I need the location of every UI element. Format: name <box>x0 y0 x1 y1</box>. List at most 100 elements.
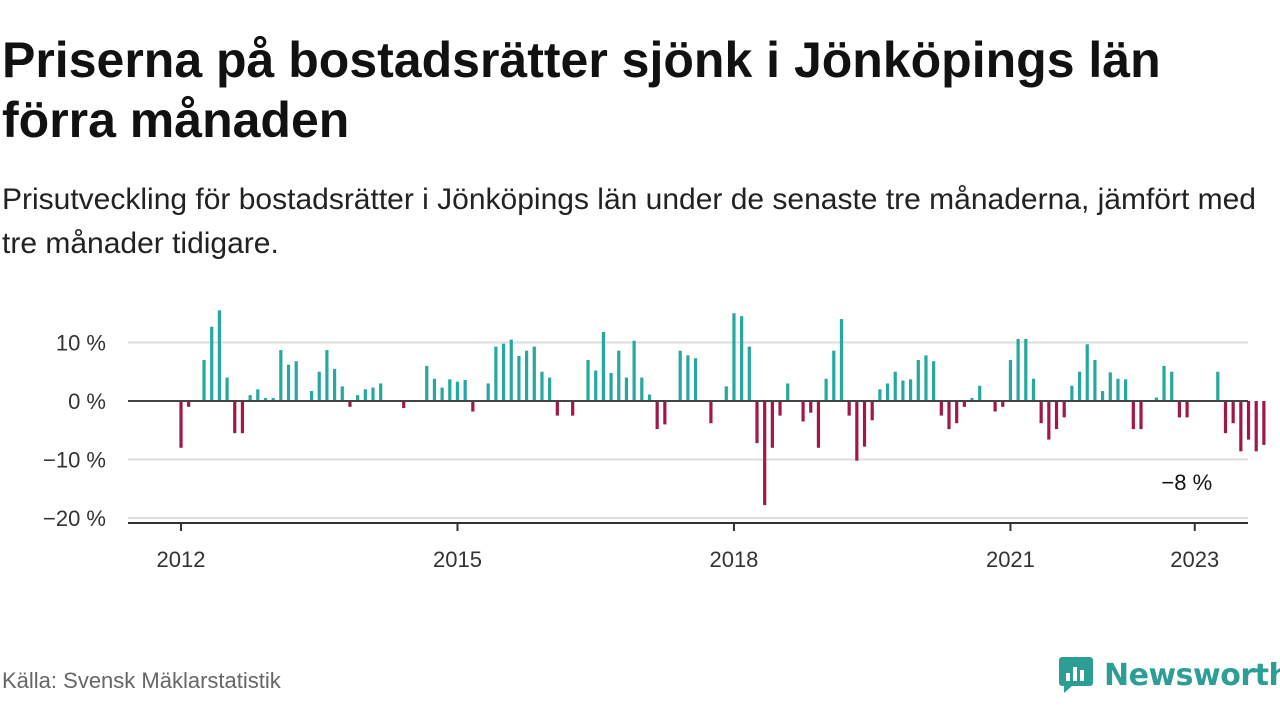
bar <box>770 401 774 448</box>
bar <box>909 379 913 401</box>
bar <box>724 386 728 401</box>
bar <box>179 401 183 448</box>
bar <box>225 377 229 401</box>
chart-subtitle: Prisutveckling för bostadsrätter i Jönkö… <box>2 183 1256 260</box>
bar <box>693 358 698 401</box>
bar <box>317 371 321 401</box>
bar <box>1154 397 1158 401</box>
bar <box>647 394 652 401</box>
axis-layer <box>128 400 1248 531</box>
bar <box>540 371 544 401</box>
bar <box>809 401 813 413</box>
bar <box>1239 401 1243 452</box>
bars-layer <box>179 310 1266 506</box>
bar <box>1001 401 1005 407</box>
bar <box>1070 385 1074 401</box>
bar <box>1039 401 1043 424</box>
x-tick-label: 2021 <box>986 547 1035 572</box>
bar <box>1124 379 1128 401</box>
bar <box>532 346 536 401</box>
bar <box>448 379 452 401</box>
bar <box>1047 401 1051 440</box>
bar <box>763 401 767 506</box>
bar <box>1016 338 1020 401</box>
bar <box>348 401 352 407</box>
bar <box>501 343 506 401</box>
bar <box>824 378 828 401</box>
x-tick-label: 2018 <box>709 547 758 572</box>
bar <box>885 383 890 401</box>
bar <box>1185 401 1189 418</box>
bar <box>1231 401 1235 424</box>
bar <box>686 355 690 401</box>
bar <box>1223 401 1228 434</box>
bar <box>893 371 897 401</box>
bar <box>993 401 997 412</box>
bar <box>1254 401 1258 452</box>
bar <box>816 401 821 448</box>
bar <box>333 368 337 401</box>
bar <box>1101 391 1105 401</box>
bar <box>586 360 590 401</box>
bar <box>1177 401 1181 418</box>
bar <box>402 401 406 409</box>
bar <box>932 361 936 401</box>
newsworthy-logo-icon <box>1059 657 1093 693</box>
chart-title: Priserna på bostadsrätter sjönk i Jönköp… <box>2 32 1161 148</box>
bar <box>601 331 605 401</box>
bar <box>970 398 974 401</box>
grid-layer <box>128 341 1248 519</box>
bar <box>440 387 444 401</box>
bar <box>801 401 805 422</box>
bar <box>1077 371 1082 401</box>
bar <box>655 401 659 430</box>
bar <box>640 377 644 401</box>
bar-chart: 10 % 0 % −10 % −20 % 2012 2015 2018 2021 2023 −8 … <box>43 310 1266 572</box>
bar <box>1085 344 1089 401</box>
bar <box>747 346 751 401</box>
x-tick-label: 2015 <box>433 547 482 572</box>
bar <box>471 401 475 412</box>
bar <box>379 383 383 401</box>
bar <box>432 378 437 401</box>
y-tick-label: −10 % <box>43 448 106 473</box>
bar <box>1170 371 1174 401</box>
bar <box>263 398 268 401</box>
bar <box>870 401 874 421</box>
bar <box>455 381 460 401</box>
bar <box>1093 360 1097 401</box>
bar <box>425 365 429 401</box>
bar <box>955 401 959 424</box>
bar <box>325 350 329 401</box>
bar <box>494 346 498 401</box>
bar <box>555 401 559 416</box>
bar <box>924 355 928 401</box>
bar <box>609 372 613 401</box>
source-note: Källa: Svensk Mäklarstatistik <box>2 668 281 693</box>
bar <box>962 401 966 407</box>
bar <box>1008 360 1013 401</box>
bar <box>279 350 283 401</box>
bar <box>839 319 844 401</box>
bar <box>187 401 191 407</box>
bar <box>947 401 951 430</box>
bar <box>878 389 882 401</box>
bar <box>1246 401 1251 440</box>
bar <box>210 326 214 401</box>
bar <box>594 370 598 401</box>
bar <box>1139 401 1143 430</box>
bar <box>340 386 344 401</box>
bar <box>371 387 375 401</box>
brand-name: Newsworthy <box>1104 657 1280 693</box>
bar <box>1108 372 1112 401</box>
bar <box>939 401 943 416</box>
bar <box>978 385 982 401</box>
bar <box>1062 401 1066 418</box>
bar <box>732 313 736 401</box>
bar <box>517 355 521 401</box>
bar <box>271 398 275 401</box>
y-tick-label: 10 % <box>56 331 106 356</box>
bar <box>1116 378 1120 401</box>
bar <box>256 389 260 401</box>
bar <box>1262 401 1266 445</box>
